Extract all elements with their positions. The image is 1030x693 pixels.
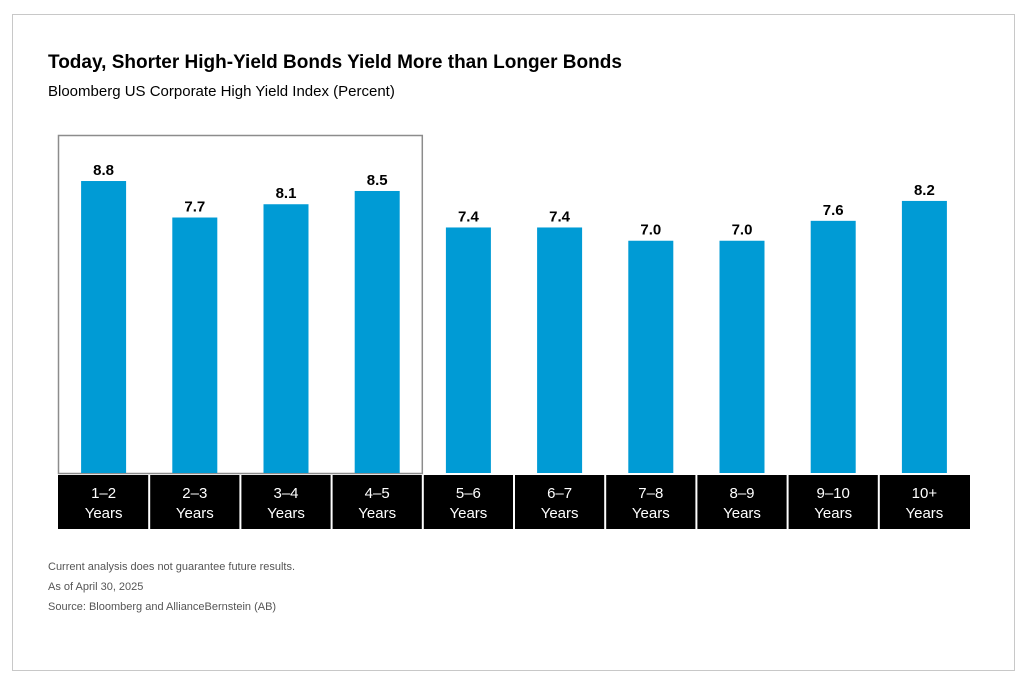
bar [263,204,309,473]
category-band [332,475,422,529]
footnote-disclaimer: Current analysis does not guarantee futu… [48,561,296,573]
value-label: 8.2 [914,182,935,199]
category-label: 3–4 [273,485,298,502]
category-label: 8–9 [729,485,754,502]
value-label: 7.0 [640,222,661,239]
category-label: Years [85,505,123,522]
bar [81,181,127,474]
bar [537,227,583,473]
category-label: Years [176,505,214,522]
category-label: 5–6 [456,485,481,502]
category-band [241,475,331,529]
category-label: 10+ [912,485,938,502]
highlight-box [57,134,424,475]
category-band [788,475,878,529]
category-label: 2–3 [182,485,207,502]
value-label: 7.7 [184,199,205,216]
category-label: Years [814,505,852,522]
category-label: Years [632,505,670,522]
category-label: Years [358,505,396,522]
bar [810,220,856,473]
category-label: 4–5 [365,485,390,502]
value-label: 7.0 [732,222,753,239]
category-band [515,475,605,529]
bar [719,240,765,473]
value-label: 7.4 [458,208,480,225]
category-band [150,475,240,529]
category-label: 9–10 [817,485,850,502]
category-label: Years [723,505,761,522]
category-band [697,475,787,529]
category-label: Years [267,505,305,522]
footnote-date: As of April 30, 2025 [48,581,144,593]
bar [628,240,674,473]
bar [445,227,491,473]
footnotes: Current analysis does not guarantee futu… [48,560,295,620]
category-label: Years [541,505,579,522]
category-label: Years [449,505,487,522]
value-label: 8.8 [93,162,114,179]
chart-subtitle: Bloomberg US Corporate High Yield Index … [48,83,395,100]
bar [354,190,400,473]
chart-title: Today, Shorter High-Yield Bonds Yield Mo… [48,52,622,73]
category-band [423,475,513,529]
bar [901,200,947,473]
category-label: 1–2 [91,485,116,502]
category-band [58,475,149,529]
footnote-source: Source: Bloomberg and AllianceBernstein … [48,601,277,613]
category-label: 7–8 [638,485,663,502]
value-label: 8.1 [276,185,297,202]
value-label: 7.4 [549,208,571,225]
category-band [606,475,696,529]
category-band [879,475,970,529]
value-label: 7.6 [823,202,844,219]
bar [172,217,218,473]
category-label: 6–7 [547,485,572,502]
category-label: Years [905,505,943,522]
value-label: 8.5 [367,172,388,189]
